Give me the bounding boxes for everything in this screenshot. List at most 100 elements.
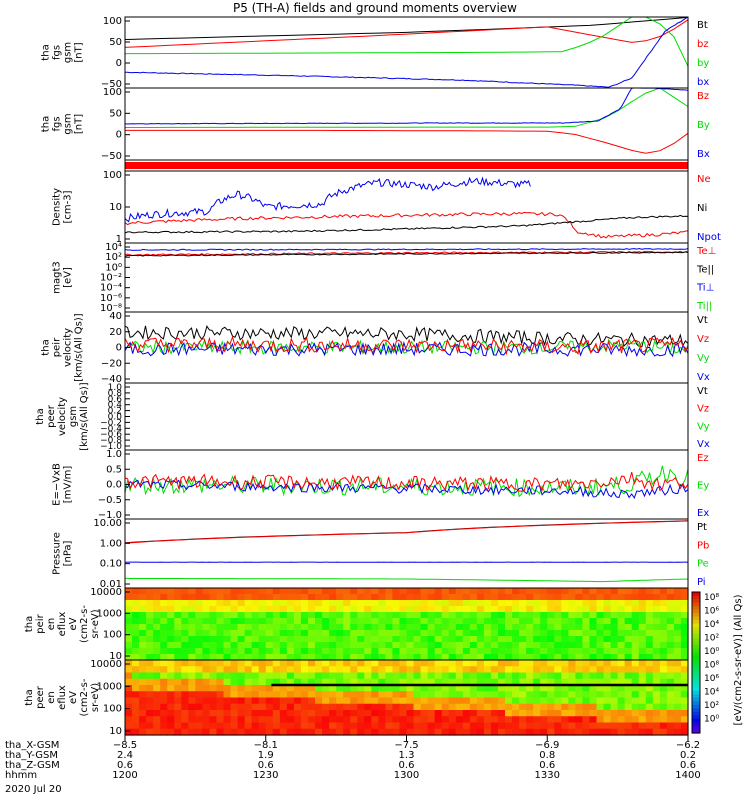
spectrogram-cell [350, 697, 358, 705]
spectrogram-cell [293, 697, 302, 705]
x-axis-date: 2020 Jul 20 [5, 784, 62, 795]
spectrogram-cell [188, 672, 196, 680]
colorbar-cell [692, 701, 700, 706]
spectrogram-cell [322, 636, 330, 643]
spectrogram-cell [575, 594, 584, 601]
spectrogram-cell [610, 722, 619, 730]
spectrogram-cell [666, 678, 675, 686]
spectrogram-cell [293, 612, 302, 619]
spectrogram-cell [258, 691, 267, 699]
spectrogram-cell [617, 666, 626, 674]
spectrogram-cell [603, 672, 612, 680]
series-Ni [124, 214, 689, 234]
spectrogram-cell [258, 728, 267, 736]
spectrogram-cell [195, 588, 204, 595]
spectrogram-cell [652, 685, 661, 692]
spectrogram-cell [673, 594, 682, 601]
spectrogram-cell [652, 678, 661, 686]
spectrogram-cell [153, 703, 161, 711]
y-label-line: (cm2-s- [79, 605, 90, 643]
spectrogram-cell [505, 630, 513, 637]
spectrogram-cell [350, 642, 358, 649]
spectrogram-cell [265, 612, 274, 619]
spectrogram-cell [293, 588, 302, 595]
spectrogram-cell [160, 588, 168, 595]
spectrogram-cell [638, 630, 647, 637]
series-Bz [125, 129, 689, 154]
spectrogram-cell [505, 594, 513, 601]
spectrogram-cell [125, 660, 133, 667]
spectrogram-cell [322, 594, 330, 601]
spectrogram-cell [160, 716, 168, 724]
spectrogram-cell [603, 666, 612, 674]
spectrogram-cell [512, 624, 520, 631]
spectrogram-cell [167, 606, 175, 613]
spectrogram-cell [497, 630, 506, 637]
colorbar-cell [692, 687, 700, 692]
spectrogram-cell [167, 612, 175, 619]
spectrogram-cell [526, 612, 534, 619]
spectrogram-cell [167, 722, 175, 730]
spectrogram-cell [132, 606, 140, 613]
y-tick-label: 0.0 [108, 413, 123, 423]
colorbar-cell [692, 680, 700, 685]
spectrogram-cell [385, 594, 394, 601]
spectrogram-cell [223, 697, 232, 705]
spectrogram-cell [343, 588, 351, 595]
spectrogram-cell [132, 716, 140, 724]
y-label-line: E=−VxB [52, 463, 63, 506]
spectrogram-cell [216, 630, 225, 637]
spectrogram-cell [505, 612, 513, 619]
spectrogram-cell [589, 642, 598, 649]
spectrogram-cell [469, 666, 478, 674]
spectrogram-cell [153, 624, 161, 631]
spectrogram-cell [505, 642, 513, 649]
spectrogram-cell [265, 606, 274, 613]
spectrogram-cell [512, 666, 520, 674]
spectrogram-cell [146, 630, 154, 637]
spectrogram-cell [223, 654, 232, 661]
spectrogram-cell [589, 600, 598, 607]
spectrogram-cell [512, 648, 520, 655]
spectrogram-cell [533, 672, 541, 680]
spectrogram-cell [427, 697, 436, 705]
spectrogram-cell [258, 722, 267, 730]
spectrogram-cell [392, 594, 401, 601]
spectrogram-cell [589, 618, 598, 625]
spectrogram-cell [272, 666, 281, 674]
spectrogram-cell [638, 666, 647, 674]
y-tick-label: 10⁴ [105, 242, 122, 253]
spectrogram-cell [547, 685, 555, 692]
spectrogram-cell [512, 697, 520, 705]
y-tick-label: 0.4 [108, 401, 123, 411]
spectrogram-cell [174, 642, 182, 649]
spectrogram-cell [167, 624, 175, 631]
spectrogram-cell [666, 630, 675, 637]
spectrogram-cell [406, 660, 415, 667]
spectrogram-cell [244, 618, 253, 625]
colorbar-cell [692, 602, 700, 607]
spectrogram-cell [448, 678, 457, 686]
spectrogram-cell [195, 654, 204, 661]
spectrogram-cell [645, 660, 654, 667]
spectrogram-cell [293, 728, 302, 736]
y-tick-label: −50 [101, 79, 122, 90]
spectrogram-cell [139, 703, 147, 711]
spectrogram-cell [350, 612, 358, 619]
spectrogram-cell [307, 648, 316, 655]
spectrogram-cell [512, 606, 520, 613]
spectrogram-cell [244, 672, 253, 680]
spectrogram-cell [174, 648, 182, 655]
spectrogram-cell [645, 697, 654, 705]
spectrogram-cell [673, 618, 682, 625]
spectrogram-cell [631, 618, 640, 625]
spectrogram-cell [223, 630, 232, 637]
spectrogram-cell [469, 660, 478, 667]
spectrogram-cell [315, 728, 323, 736]
spectrogram-cell [153, 722, 161, 730]
spectrogram-cell [610, 728, 619, 736]
spectrogram-cell [399, 728, 408, 736]
spectrogram-cell [350, 703, 358, 711]
colorbar-cell [692, 683, 700, 688]
